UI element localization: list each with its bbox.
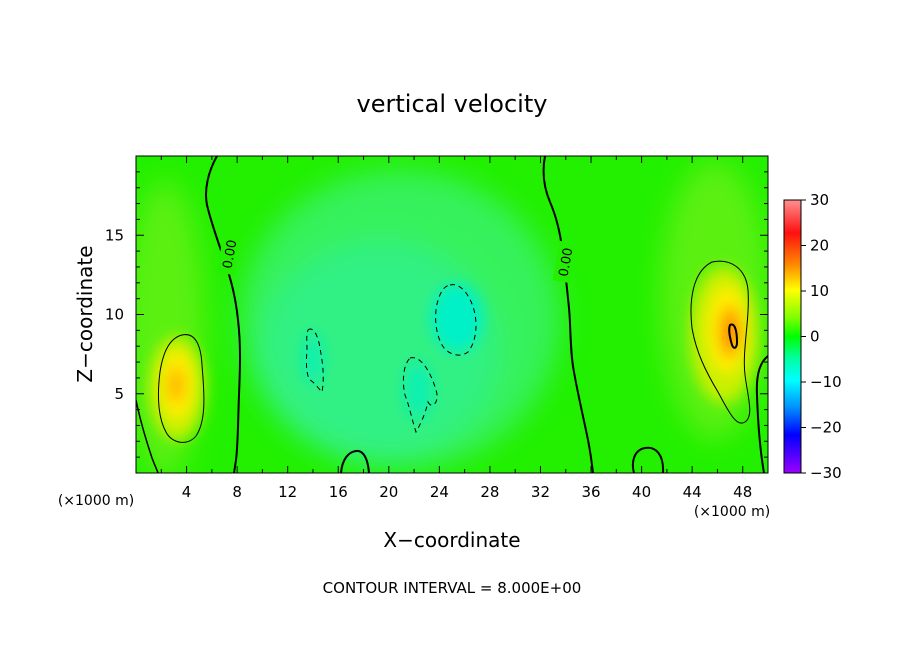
colorbar-ticks: 30 20 10 0 −10 −20 −30: [801, 191, 842, 482]
contour-label-right: 0.00: [557, 247, 577, 278]
y-axis: 5 10 15: [105, 171, 768, 458]
x-tick-label: 48: [733, 483, 752, 501]
colorbar-tick-label: 0: [810, 328, 820, 346]
x-tick-label: 24: [430, 483, 449, 501]
x-tick-label: 4: [182, 483, 192, 501]
y-tick-label: 15: [105, 226, 124, 244]
y-tick-label: 10: [105, 306, 124, 324]
velocity-field: 0.00 0.00: [136, 156, 768, 473]
x-tick-label: 36: [581, 483, 600, 501]
contour-neg-lower: [402, 357, 438, 434]
x-tick-label: 40: [632, 483, 651, 501]
zero-contour-left: [205, 156, 241, 473]
x-axis-unit: (×1000 m): [694, 504, 770, 520]
y-axis-label: Z−coordinate: [73, 245, 97, 382]
contour-16-right: [728, 323, 739, 349]
colorbar-gradient: [783, 199, 802, 474]
contour-neg-center: [435, 284, 477, 356]
colorbar-tick-label: −10: [810, 373, 842, 391]
contour-8-left: [157, 334, 205, 443]
x-tick-label: 20: [379, 483, 398, 501]
x-tick-label: 16: [329, 483, 348, 501]
contour-8-right: [690, 260, 751, 424]
colorbar-tick-label: 30: [810, 191, 829, 209]
contour-label-left: 0.00: [221, 239, 241, 270]
colorbar-tick-label: 20: [810, 237, 829, 255]
zero-contour-bottom-1: [340, 449, 370, 473]
zero-contour-bottom-2: [631, 446, 665, 473]
colorbar-tick-label: 10: [810, 282, 829, 300]
colorbar-tick-label: −20: [810, 419, 842, 437]
y-tick-label: 5: [114, 385, 124, 403]
contour-neg-left: [305, 328, 324, 394]
x-axis: 4 8 12 16 20 24 28 32 36 40 44 48: [160, 156, 752, 501]
x-tick-label: 12: [278, 483, 297, 501]
x-tick-label: 28: [480, 483, 499, 501]
zero-contour-left-edge: [136, 399, 159, 473]
x-tick-label: 32: [531, 483, 550, 501]
x-axis-label: X−coordinate: [383, 528, 520, 552]
contour-interval-note: CONTOUR INTERVAL = 8.000E+00: [323, 579, 582, 597]
colorbar: 30 20 10 0 −10 −20 −30: [783, 191, 842, 482]
x-tick-label: 8: [232, 483, 242, 501]
zero-contour-right: [542, 156, 594, 473]
colorbar-tick-label: −30: [810, 464, 842, 482]
y-axis-unit: (×1000 m): [58, 493, 134, 509]
zero-contour-right-edge: [755, 355, 768, 473]
chart-title: vertical velocity: [357, 90, 548, 118]
x-tick-label: 44: [683, 483, 702, 501]
